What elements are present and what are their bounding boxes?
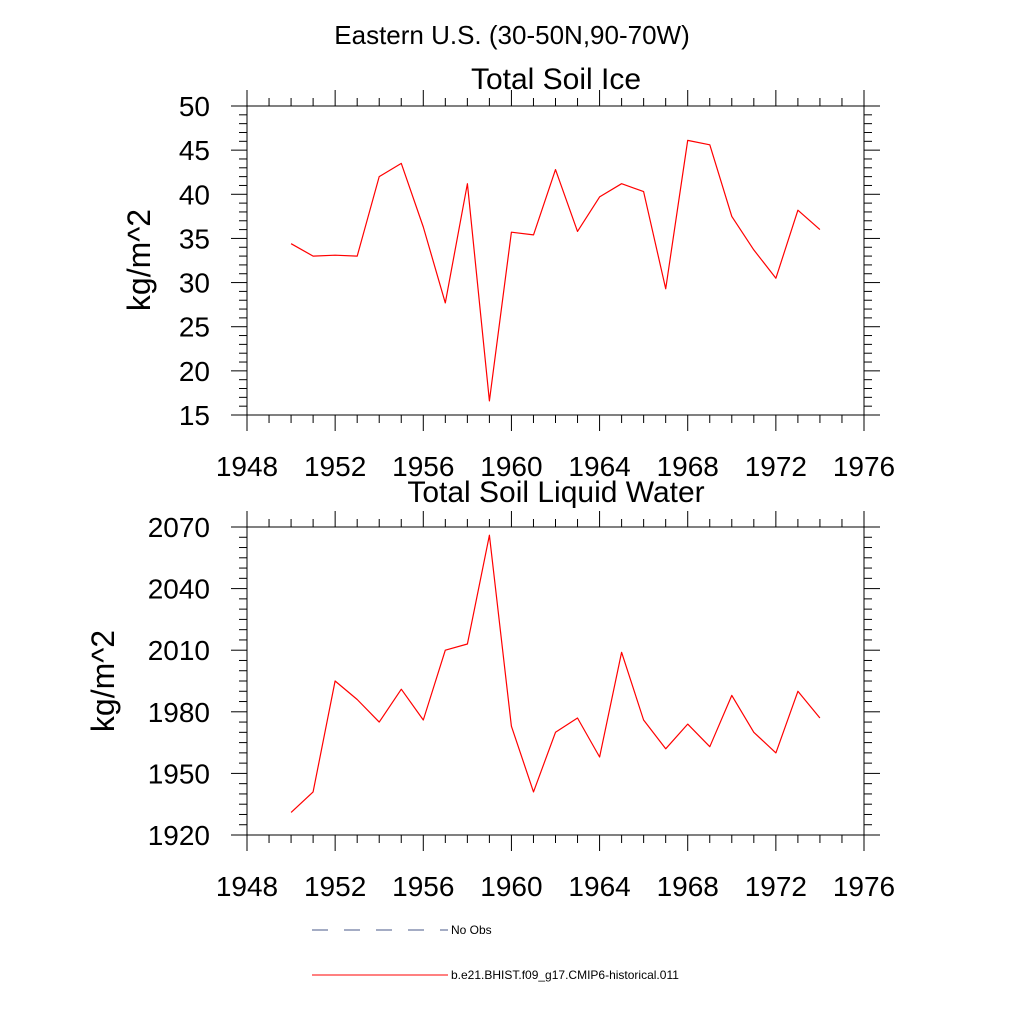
y-tick-label: 45	[179, 135, 210, 166]
y-tick-label: 2070	[148, 512, 210, 543]
y-tick-label: 35	[179, 223, 210, 254]
y-axis-label-soil-liquid-water: kg/m^2	[85, 630, 121, 732]
panel-soil-ice: Total Soil Ice kg/m^2 1948 1952 1956 1960 19…	[121, 63, 895, 482]
legend-label-historical: b.e21.BHIST.f09_g17.CMIP6-historical.011	[451, 968, 679, 982]
x-tick-label: 1952	[304, 871, 366, 902]
y-tick-label: 1980	[148, 697, 210, 728]
y-tick-label: 40	[179, 179, 210, 210]
y-axis-label-soil-ice: kg/m^2	[121, 209, 157, 311]
y-tick-label: 20	[179, 356, 210, 387]
x-tick-label: 1952	[304, 451, 366, 482]
x-tick-label: 1968	[657, 451, 719, 482]
legend: No Obs b.e21.BHIST.f09_g17.CMIP6-histori…	[312, 923, 679, 982]
legend-label-no-obs: No Obs	[451, 923, 492, 937]
x-tick-label: 1960	[480, 871, 542, 902]
panel-title-soil-ice: Total Soil Ice	[471, 63, 641, 96]
series-line	[290, 139, 821, 402]
y-tick-label: 1950	[148, 758, 210, 789]
x-tick-label: 1964	[568, 871, 630, 902]
plot-frame-soil-liquid-water	[246, 526, 865, 836]
y-tick-label: 25	[179, 312, 210, 343]
page-title: Eastern U.S. (30-50N,90-70W)	[334, 20, 689, 50]
x-tick-label: 1960	[480, 451, 542, 482]
y-tick-label: 2040	[148, 574, 210, 605]
panel-title-soil-liquid-water: Total Soil Liquid Water	[407, 476, 704, 509]
y-tick-label: 30	[179, 268, 210, 299]
y-tick-label: 1920	[148, 820, 210, 851]
x-tick-label: 1972	[745, 871, 807, 902]
series-line	[290, 534, 821, 813]
x-tick-label: 1972	[745, 451, 807, 482]
x-tick-label: 1948	[216, 451, 278, 482]
x-tick-label: 1976	[833, 451, 895, 482]
plot-frame-soil-ice	[246, 105, 865, 416]
x-tick-label: 1956	[392, 871, 454, 902]
y-tick-label: 2010	[148, 635, 210, 666]
x-tick-label: 1956	[392, 451, 454, 482]
y-tick-label: 50	[179, 91, 210, 122]
x-tick-label: 1964	[568, 451, 630, 482]
x-tick-label: 1976	[833, 871, 895, 902]
x-tick-label: 1948	[216, 871, 278, 902]
y-tick-label: 15	[179, 400, 210, 431]
panel-soil-liquid-water: Total Soil Liquid Water kg/m^2 1948 1952 1…	[85, 476, 895, 902]
x-tick-label: 1968	[657, 871, 719, 902]
